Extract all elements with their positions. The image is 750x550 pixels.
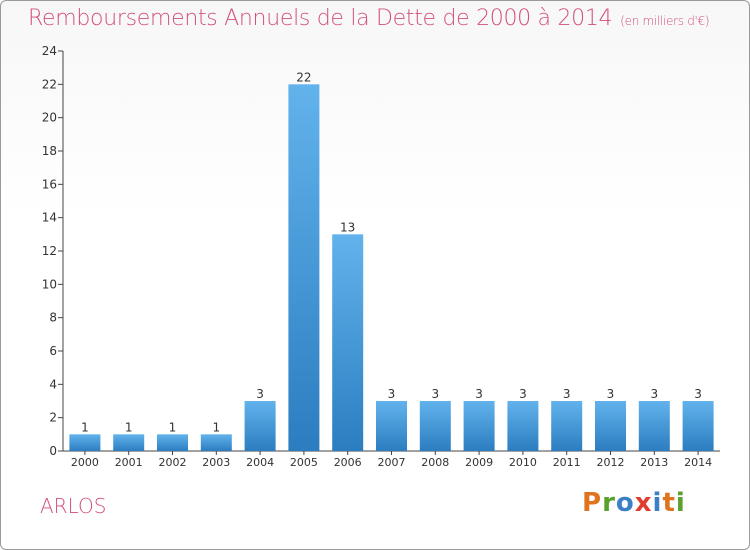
- value-label: 3: [475, 387, 483, 401]
- value-label: 1: [125, 420, 133, 434]
- y-tick-label: 10: [42, 277, 57, 291]
- y-tick-label: 6: [49, 344, 57, 358]
- town-name: ARLOS: [40, 494, 107, 518]
- logo-letter: P: [582, 488, 603, 518]
- x-tick-label: 2007: [378, 456, 406, 469]
- x-tick-label: 2014: [684, 456, 712, 469]
- x-tick-label: 2013: [640, 456, 668, 469]
- y-tick-label: 8: [49, 311, 57, 325]
- bars: [69, 84, 714, 451]
- x-tick-label: 2004: [246, 456, 274, 469]
- value-label: 1: [212, 420, 220, 434]
- x-tick-label: 2003: [202, 456, 230, 469]
- bar-2005: [288, 84, 320, 451]
- bar-2011: [551, 401, 583, 451]
- bar-2008: [419, 401, 451, 451]
- bar-2007: [376, 401, 407, 451]
- y-tick-label: 22: [42, 77, 57, 91]
- bar-2010: [507, 401, 539, 451]
- bar-2004: [244, 401, 276, 451]
- logo-letter: o: [615, 488, 635, 518]
- value-label: 3: [519, 387, 527, 401]
- x-tick-label: 2000: [71, 456, 99, 469]
- value-label: 3: [563, 387, 571, 401]
- labels: 2000 1 2001 1 2002 1 2003 1 2004 3 2005 22 2006 13 200…: [71, 70, 712, 469]
- y-tick-label: 0: [49, 444, 57, 458]
- value-label: 3: [256, 387, 264, 401]
- x-tick-label: 2009: [465, 456, 493, 469]
- logo-letter: i: [652, 488, 663, 518]
- value-label: 22: [296, 70, 311, 84]
- y-tick-label: 18: [42, 144, 57, 158]
- bar-2006: [332, 234, 364, 451]
- y-tick-label: 16: [42, 177, 57, 191]
- bar-2000: [69, 434, 101, 451]
- logo-letter: t: [662, 488, 676, 518]
- proxiti-logo: Proxiti: [582, 488, 686, 518]
- y-tick-label: 12: [42, 244, 57, 258]
- value-label: 1: [169, 420, 177, 434]
- x-tick-label: 2001: [115, 456, 143, 469]
- bar-2012: [595, 401, 626, 451]
- logo-letter: x: [634, 488, 653, 518]
- value-label: 3: [650, 387, 658, 401]
- x-tick-label: 2008: [421, 456, 449, 469]
- y-tick-label: 20: [42, 111, 57, 125]
- logo-letter: r: [602, 488, 616, 518]
- title-unit: (en milliers d'€): [620, 14, 710, 28]
- value-label: 1: [81, 420, 89, 434]
- logo-letter: i: [675, 488, 686, 518]
- chart-title: Remboursements Annuels de la Dette de 20…: [28, 6, 710, 31]
- bar-2013: [638, 401, 670, 451]
- x-tick-label: 2005: [290, 456, 318, 469]
- value-label: 13: [340, 220, 355, 234]
- x-tick-label: 2012: [597, 456, 625, 469]
- x-tick-label: 2002: [159, 456, 187, 469]
- y-tick-label: 24: [42, 44, 57, 58]
- value-label: 3: [607, 387, 615, 401]
- title-text: Remboursements Annuels de la Dette de 20…: [28, 6, 613, 31]
- value-label: 3: [388, 387, 396, 401]
- value-label: 3: [431, 387, 439, 401]
- x-tick-label: 2011: [553, 456, 581, 469]
- bar-2009: [463, 401, 495, 451]
- bar-2002: [157, 434, 188, 451]
- bar-2001: [113, 434, 145, 451]
- x-tick-label: 2010: [509, 456, 537, 469]
- bar-2014: [682, 401, 714, 451]
- value-label: 3: [694, 387, 702, 401]
- y-tick-label: 14: [42, 211, 57, 225]
- y-tick-label: 4: [49, 377, 57, 391]
- x-tick-label: 2006: [334, 456, 362, 469]
- bar-2003: [200, 434, 232, 451]
- y-tick-label: 2: [49, 411, 57, 425]
